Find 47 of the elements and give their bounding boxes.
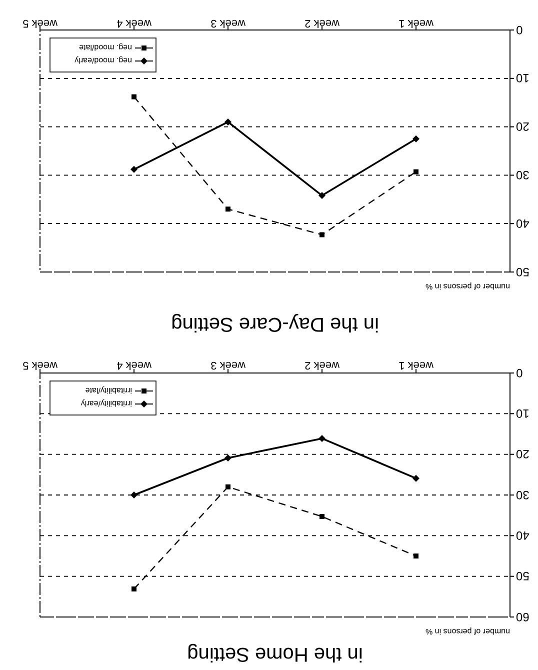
point [412, 474, 420, 482]
text: number of persons in % [426, 282, 510, 291]
x-tick-label: week 1 [398, 358, 434, 371]
x-tick-label: week 2 [304, 16, 340, 29]
point [224, 118, 232, 126]
x-tick-label: week 3 [210, 358, 246, 371]
point [318, 192, 326, 200]
y-tick-label: 30 [516, 168, 530, 182]
point [132, 586, 136, 592]
point [226, 484, 230, 490]
x-tick-label: week 3 [210, 16, 246, 29]
x-tick-label: week 1 [398, 16, 434, 29]
y-tick-label: 0 [516, 366, 523, 380]
x-tick-label: week 5 [22, 358, 58, 371]
y-tick-label: 50 [516, 569, 530, 584]
point [132, 94, 136, 100]
point [412, 135, 420, 142]
y-tick-label: 10 [516, 71, 530, 86]
point [224, 454, 232, 462]
point [320, 232, 324, 238]
text: in the Day-Care Setting [171, 313, 379, 335]
point [130, 492, 138, 498]
y-tick-label: 0 [516, 22, 523, 37]
y-tick-label: 10 [516, 406, 530, 420]
text: number of persons in % [426, 627, 510, 636]
point [320, 514, 324, 520]
y-tick-label: 30 [516, 488, 530, 502]
y-tick-label: 40 [516, 216, 530, 230]
x-tick-label: week 4 [116, 16, 152, 29]
y-tick-label: 60 [516, 610, 530, 624]
point [130, 166, 138, 173]
text: in the Home Setting [187, 643, 363, 665]
y-tick-label: 50 [516, 264, 530, 279]
y-tick-label: 20 [516, 120, 530, 134]
x-tick-label: week 2 [304, 358, 340, 371]
x-tick-label: week 5 [22, 16, 58, 29]
legend-label: neg. mood/late [78, 43, 132, 52]
x-tick-label: week 4 [116, 358, 152, 371]
point [414, 554, 418, 558]
point [318, 434, 326, 442]
point [226, 206, 230, 212]
y-tick-label: 40 [516, 528, 530, 542]
legend-label: irritability/early [80, 399, 132, 408]
point [414, 169, 418, 174]
legend-label: irritability/late [84, 386, 132, 396]
legend-label: neg. mood/early [74, 56, 132, 66]
y-tick-label: 20 [516, 447, 530, 462]
